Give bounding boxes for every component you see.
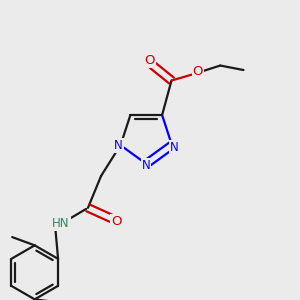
Text: O: O (145, 54, 155, 67)
Text: HN: HN (52, 217, 70, 230)
Text: N: N (142, 159, 151, 172)
Text: O: O (111, 215, 122, 228)
Text: O: O (193, 65, 203, 78)
Text: N: N (114, 139, 123, 152)
Text: N: N (169, 141, 178, 154)
